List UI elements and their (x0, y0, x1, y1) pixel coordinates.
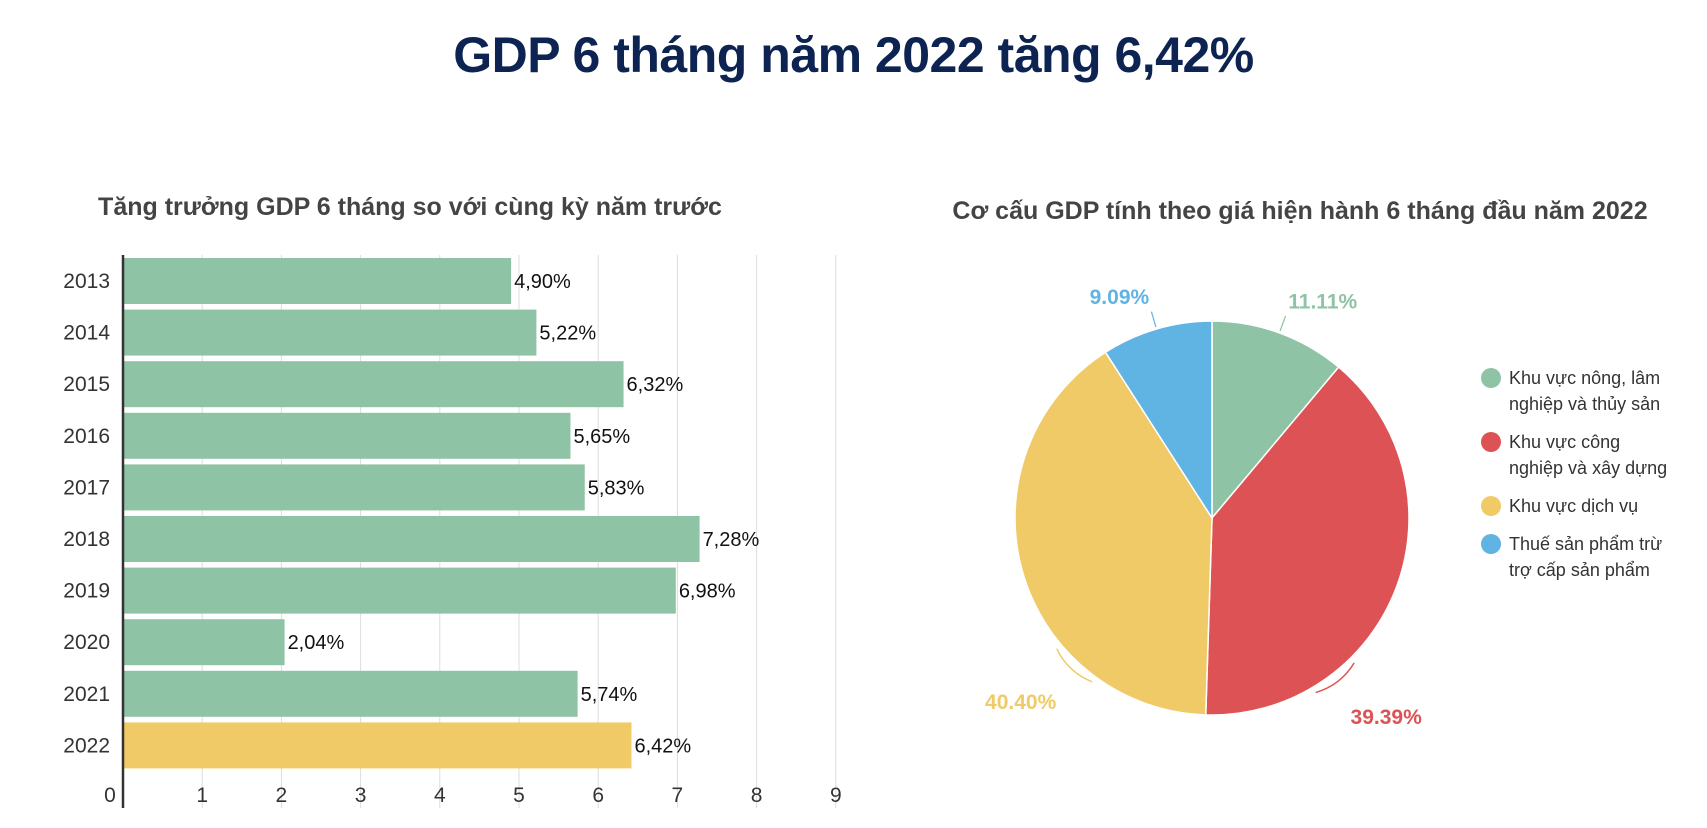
legend-item-label: Khu vực dịch vụ (1509, 496, 1638, 516)
pie-chart-legend: Khu vực nông, lâm nghiệp và thủy sản Khu v… (1481, 368, 1667, 580)
bar-value-label: 5,74% (581, 684, 638, 706)
bar-chart-x-tick-label: 1 (196, 784, 208, 807)
bar-chart-x-tick-label: 3 (355, 784, 367, 807)
bar-chart: Tăng trưởng GDP 6 tháng so với cùng kỳ n… (63, 193, 842, 808)
pie-chart-percent-labels: 11.11% 39.39% 40.40% 9.09% (985, 286, 1422, 729)
bar-2017 (123, 464, 585, 511)
bar-chart-x-tick-label: 0 (104, 784, 116, 807)
bar-2016 (123, 412, 571, 459)
legend-marker (1481, 432, 1501, 452)
bar-chart-bars (123, 258, 700, 769)
bar-value-label: 6,32% (627, 374, 684, 396)
bar-2022 (123, 722, 632, 769)
bar-chart-category-label: 2018 (63, 528, 110, 551)
bar-2013 (123, 258, 512, 304)
bar-value-label: 4,90% (514, 271, 571, 293)
pie-percent-label: 9.09% (1090, 286, 1150, 309)
legend-marker (1481, 368, 1501, 388)
bar-2018 (123, 516, 700, 562)
bar-chart-category-label: 2020 (63, 631, 110, 654)
bar-value-label: 6,98% (679, 581, 736, 603)
bar-chart-category-label: 2019 (63, 580, 110, 603)
bar-chart-category-label: 2016 (63, 425, 110, 448)
legend-item-label: Khu vực nông, lâm nghiệp và thủy sản (1509, 368, 1660, 414)
bar-value-label: 5,65% (573, 426, 630, 448)
pie-slice (1014, 351, 1213, 716)
bar-chart-category-label: 2022 (63, 734, 110, 757)
pie-percent-label: 39.39% (1351, 706, 1423, 729)
legend-marker (1481, 496, 1501, 516)
bar-chart-category-label: 2017 (63, 476, 110, 499)
bar-chart-x-tick-label: 6 (592, 784, 604, 807)
pie-chart-slices (1014, 320, 1410, 716)
page-title: GDP 6 tháng năm 2022 tăng 6,42% (453, 27, 1254, 83)
legend-item-label: Thuế sản phẩm trừ trợ cấp sản phẩm (1509, 534, 1662, 580)
bar-2015 (123, 361, 624, 408)
bar-value-label: 7,28% (703, 529, 760, 551)
pie-leader-line (1150, 311, 1157, 328)
bar-chart-x-tick-label: 9 (830, 784, 842, 807)
pie-callout-bracket (1056, 648, 1093, 683)
bar-2021 (123, 670, 578, 717)
bar-chart-category-labels: 2013 2014 2015 2016 2017 2018 2019 2020 2021 2022 (63, 270, 110, 757)
pie-chart-title: Cơ cấu GDP tính theo giá hiện hành 6 thá… (952, 197, 1647, 225)
pie-slice (1104, 320, 1213, 521)
pie-slice (1211, 320, 1340, 521)
bar-2020 (123, 619, 285, 666)
pie-percent-label: 11.11% (1288, 290, 1357, 313)
pie-percent-label: 40.40% (985, 691, 1057, 714)
pie-slice (1204, 366, 1410, 716)
bar-chart-category-label: 2013 (63, 270, 110, 293)
bar-value-label: 2,04% (288, 632, 345, 654)
bar-chart-x-ticks: 0 1 2 3 4 5 6 7 8 9 (104, 784, 841, 807)
bar-chart-value-labels: 4,90% 5,22% 6,32% 5,65% 5,83% 7,28% 6,98% 2,04%… (288, 271, 760, 757)
pie-chart: Cơ cấu GDP tính theo giá hiện hành 6 thá… (952, 197, 1667, 729)
pie-callout-bracket (1315, 662, 1355, 694)
bar-2019 (123, 567, 676, 614)
bar-chart-x-tick-label: 5 (513, 784, 525, 807)
bar-value-label: 5,22% (539, 323, 596, 345)
bar-chart-category-label: 2021 (63, 683, 110, 706)
bar-chart-category-label: 2015 (63, 373, 110, 396)
bar-value-label: 6,42% (634, 735, 691, 757)
legend-marker (1481, 534, 1501, 554)
bar-chart-title: Tăng trưởng GDP 6 tháng so với cùng kỳ n… (98, 193, 722, 221)
bar-chart-x-tick-label: 8 (751, 784, 763, 807)
pie-leader-line (1279, 315, 1287, 332)
bar-value-label: 5,83% (588, 477, 645, 499)
bar-chart-x-tick-label: 2 (276, 784, 288, 807)
legend-item-label: Khu vực công nghiệp và xây dựng (1509, 432, 1667, 478)
bar-2014 (123, 309, 537, 356)
bar-chart-x-tick-label: 4 (434, 784, 446, 807)
bar-chart-x-tick-label: 7 (672, 784, 684, 807)
bar-chart-category-label: 2014 (63, 322, 110, 345)
